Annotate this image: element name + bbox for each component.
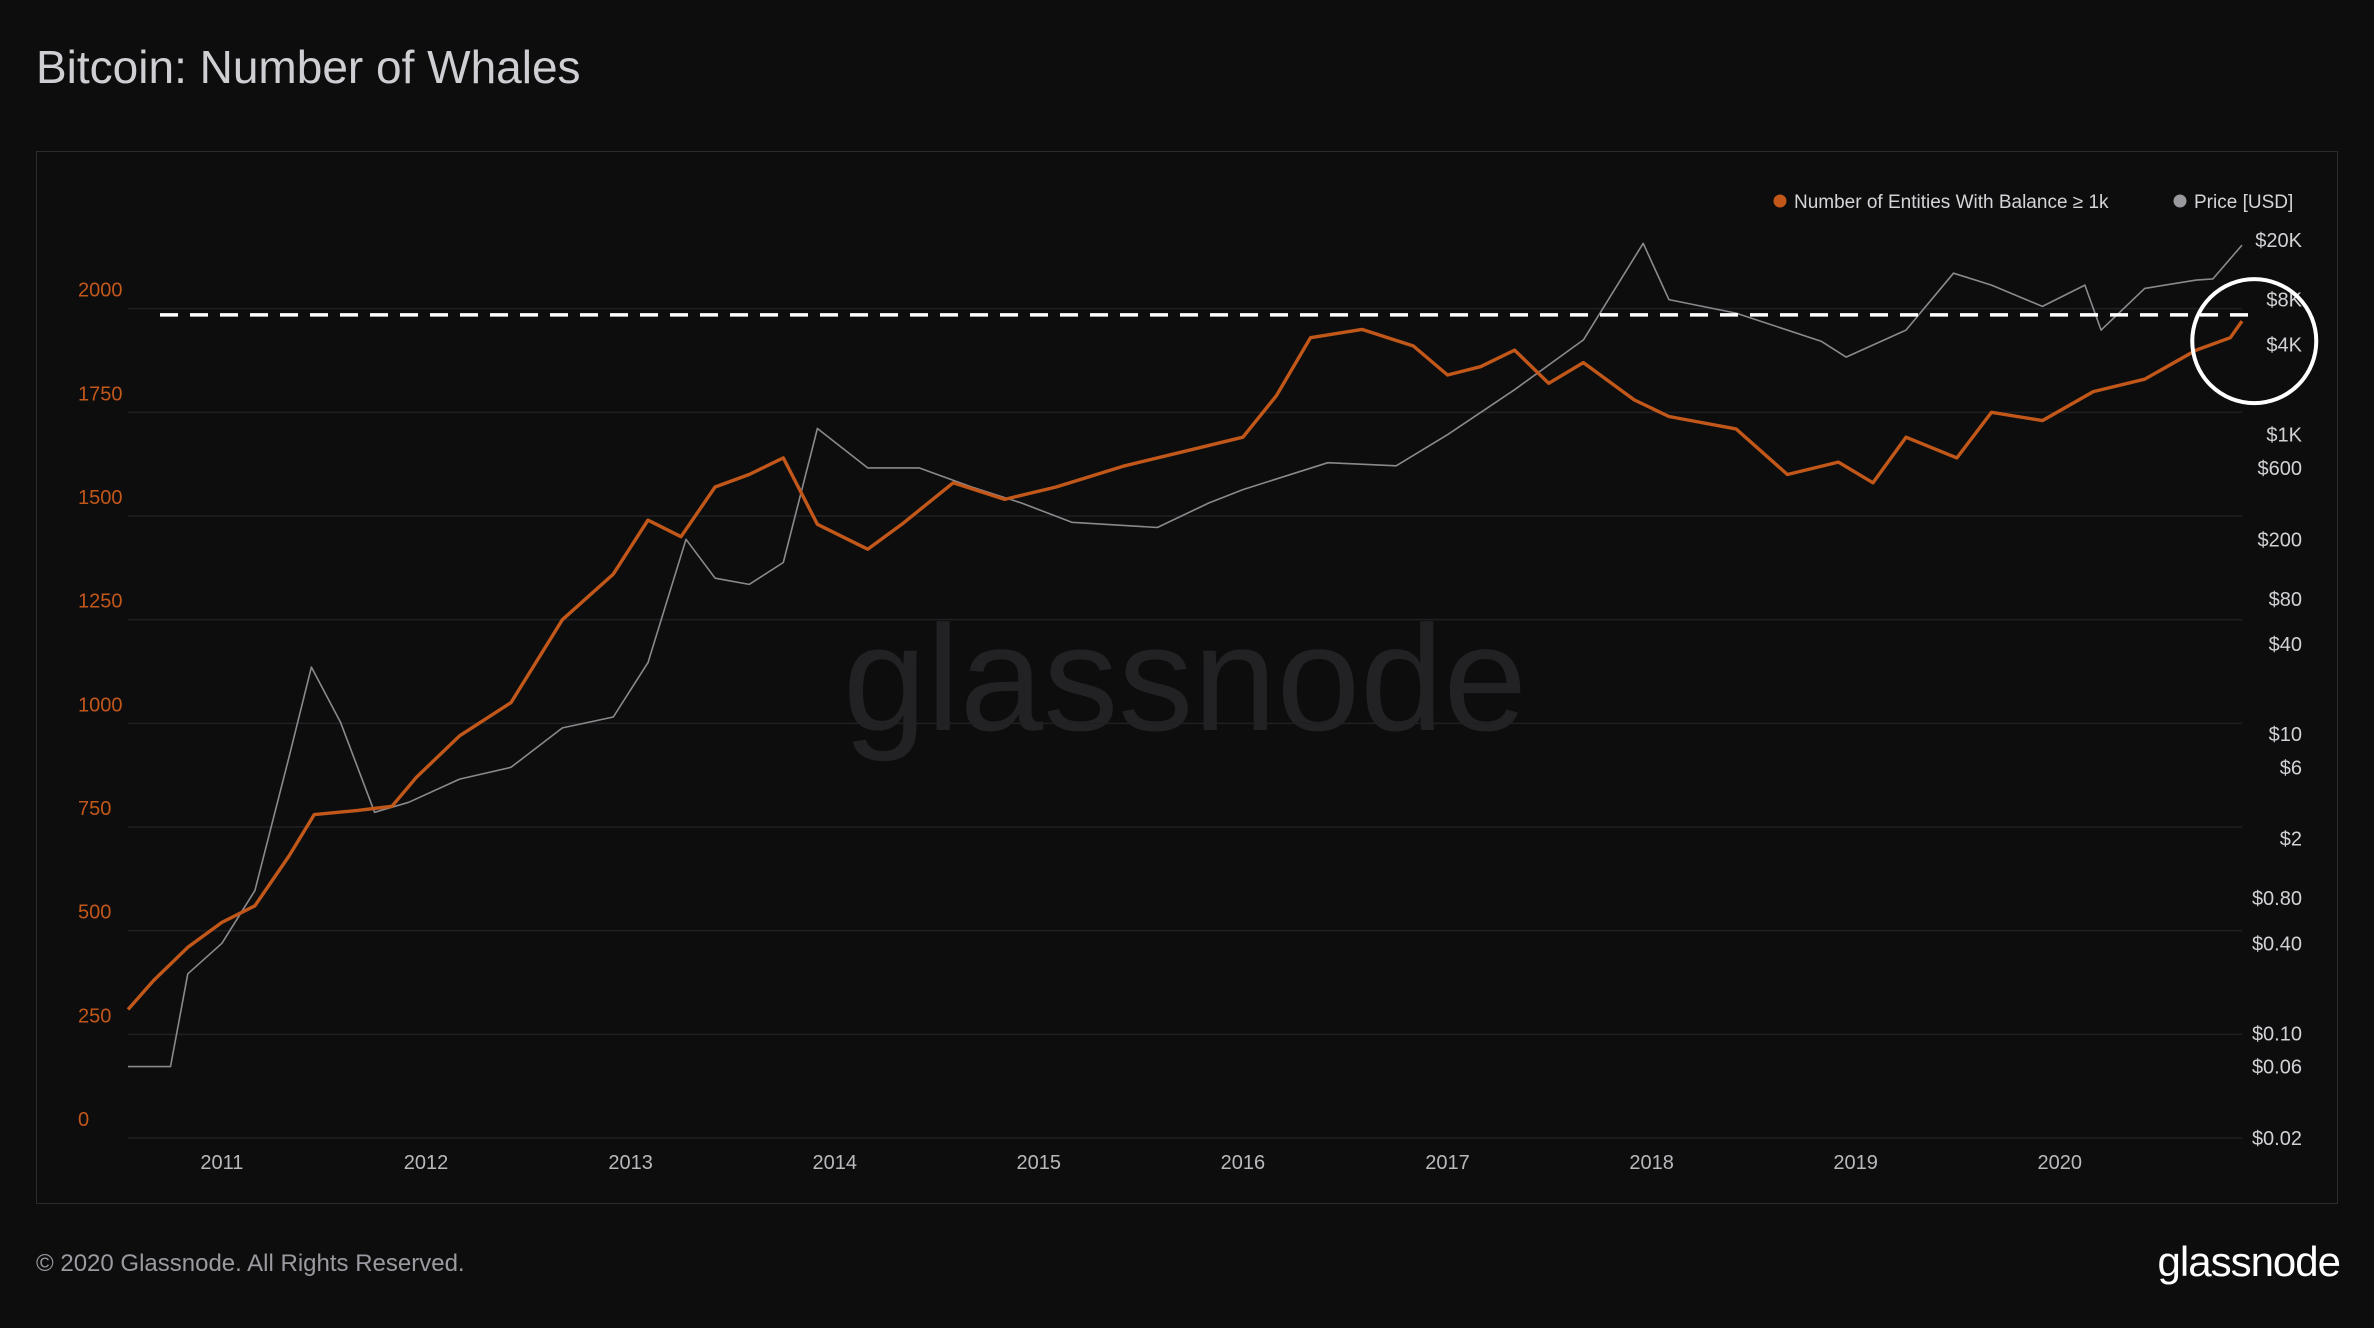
footer-copyright: © 2020 Glassnode. All Rights Reserved. [36,1250,465,1277]
y-right-tick-label: $0.02 [2252,1128,2302,1150]
highlight-circle [2190,277,2319,406]
y-right-tick-label: $6 [2280,757,2302,779]
legend-whales-marker [1773,194,1787,208]
y-right-tick-label: $40 [2269,634,2302,656]
page-title: Bitcoin: Number of Whales [36,41,581,93]
y-left-tick-label: 0 [78,1109,89,1131]
chart-panel [36,151,2338,1204]
legend-price-label: Price [USD] [2194,192,2293,213]
whales-line [126,320,2244,1011]
x-tick-label: 2017 [1425,1152,1470,1174]
y-right-tick-label: $0.10 [2252,1023,2302,1045]
y-right-tick-label: $0.40 [2252,933,2302,955]
y-left-tick-label: 250 [78,1005,111,1027]
x-tick-label: 2018 [1629,1152,1674,1174]
y-right-tick-label: $80 [2269,589,2302,611]
glassnode-logo: glassnode [2157,1238,2341,1285]
y-left-tick-label: 750 [78,798,111,820]
y-right-tick-label: $0.80 [2252,888,2302,910]
y-left-tick-label: 2000 [78,280,123,302]
y-right-tick-label: $20K [2255,230,2302,252]
x-tick-label: 2011 [200,1152,243,1174]
y-left-tick-label: 1500 [78,487,123,509]
y-right-tick-label: $4K [2266,335,2302,357]
y-right-tick-label: $10 [2269,724,2302,746]
y-left-tick-label: 500 [78,902,111,924]
y-right-tick-label: $200 [2258,529,2303,551]
x-tick-label: 2014 [812,1152,857,1174]
x-tick-label: 2015 [1017,1152,1062,1174]
y-right-tick-label: $1K [2266,425,2302,447]
x-tick-label: 2016 [1221,1152,1266,1174]
x-tick-label: 2013 [608,1152,653,1174]
price-line [128,242,2243,1068]
y-left-tick-label: 1250 [78,591,123,613]
y-right-tick-label: $8K [2266,290,2302,312]
x-tick-label: 2012 [404,1152,449,1174]
y-right-tick-label: $0.06 [2252,1057,2302,1079]
y-right-tick-label: $600 [2258,458,2303,480]
y-left-tick-label: 1000 [78,694,123,716]
watermark: glassnode [843,594,1527,762]
spacer [1200,560,1201,561]
y-right-tick-label: $2 [2280,829,2302,851]
legend-whales-label: Number of Entities With Balance ≥ 1k [1794,192,2109,213]
y-left-tick-label: 1750 [78,383,123,405]
legend-price-marker [2173,194,2187,208]
x-tick-label: 2019 [1833,1152,1878,1174]
x-tick-label: 2020 [2037,1152,2082,1174]
